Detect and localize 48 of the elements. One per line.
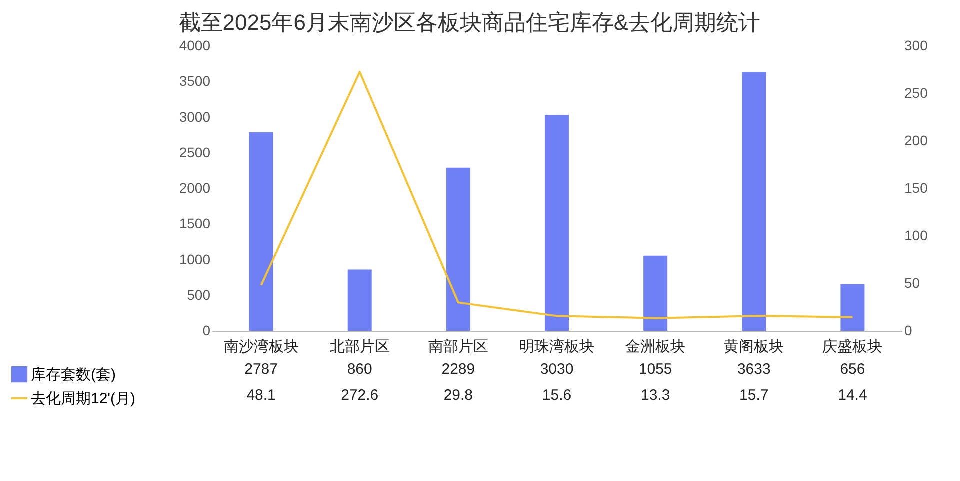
data-label: 1055 xyxy=(638,361,672,378)
data-label: 656 xyxy=(840,361,866,378)
y2-tick-label: 150 xyxy=(904,180,928,196)
y-tick-label: 4000 xyxy=(179,38,211,54)
y-tick-label: 1000 xyxy=(179,251,211,268)
chart-title: 截至2025年6月末南沙区各板块商品住宅库存&去化周期统计 xyxy=(178,10,761,35)
bar xyxy=(545,115,569,331)
bar xyxy=(348,270,372,331)
y2-tick-label: 250 xyxy=(904,85,928,101)
data-label: 13.3 xyxy=(640,387,670,404)
data-label: 15.7 xyxy=(740,387,769,404)
bar xyxy=(446,168,470,331)
data-label: 2289 xyxy=(442,361,476,378)
data-label: 48.1 xyxy=(246,387,276,404)
y-tick-label: 0 xyxy=(202,322,211,338)
data-label: 860 xyxy=(347,361,372,378)
line-series xyxy=(260,71,854,320)
y2-tick-label: 200 xyxy=(904,132,928,148)
x-tick-label: 南沙湾板块 xyxy=(224,338,299,356)
bar xyxy=(249,132,274,331)
data-label: 29.8 xyxy=(444,387,474,404)
y-tick-label: 2000 xyxy=(179,180,211,196)
bar xyxy=(840,284,865,331)
y2-tick-label: 50 xyxy=(904,275,920,291)
bar xyxy=(644,256,668,331)
data-label: 15.6 xyxy=(542,387,572,404)
y-tick-label: 500 xyxy=(187,286,211,303)
bar xyxy=(742,72,766,331)
x-tick-label: 明珠湾板块 xyxy=(520,338,594,356)
x-tick-label: 金洲板块 xyxy=(626,338,686,356)
data-label: 3030 xyxy=(540,361,574,378)
data-label: 2787 xyxy=(244,361,278,378)
y2-tick-label: 0 xyxy=(904,322,912,338)
y-tick-label: 3000 xyxy=(179,108,211,125)
data-label: 3633 xyxy=(737,361,771,378)
x-tick-label: 南部片区 xyxy=(428,338,488,356)
y2-tick-label: 100 xyxy=(904,228,928,244)
y-tick-label: 2500 xyxy=(179,144,211,160)
legend-label: 去化周期12'(月) xyxy=(31,390,136,408)
x-tick-label: 北部片区 xyxy=(330,338,390,356)
legend-label: 库存套数(套) xyxy=(31,366,116,384)
x-tick-label: 黄阁板块 xyxy=(724,338,784,356)
data-label: 14.4 xyxy=(838,387,868,404)
data-label: 272.6 xyxy=(341,387,379,404)
y2-tick-label: 300 xyxy=(904,38,928,54)
x-tick-label: 庆盛板块 xyxy=(822,338,883,356)
y-tick-label: 3500 xyxy=(179,73,211,90)
y-tick-label: 1500 xyxy=(179,216,211,232)
